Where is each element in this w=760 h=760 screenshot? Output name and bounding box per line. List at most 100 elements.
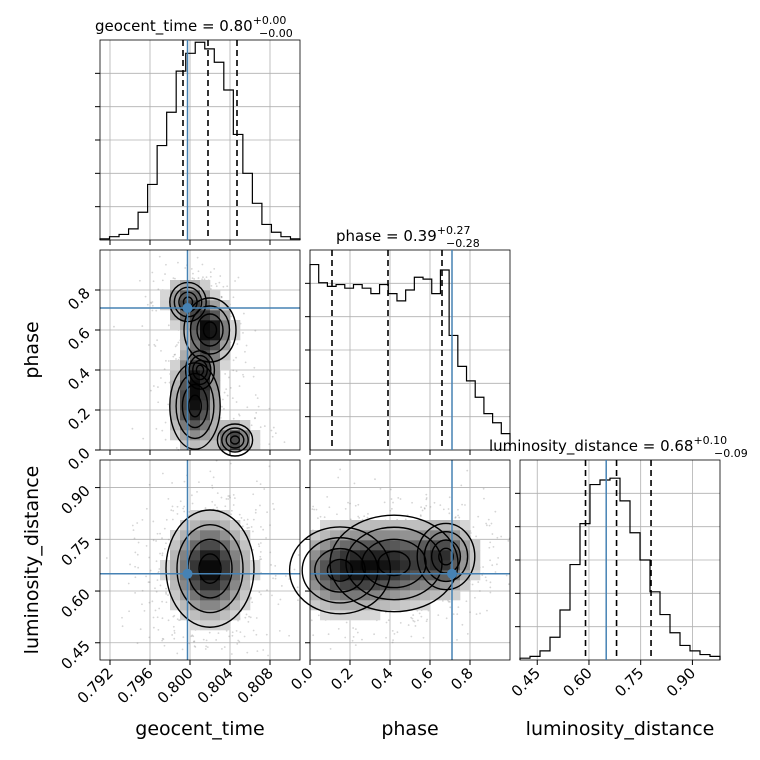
sample-point xyxy=(181,648,184,651)
sample-point xyxy=(155,590,158,593)
density-cell xyxy=(310,530,321,541)
sample-point xyxy=(121,625,124,628)
sample-point xyxy=(354,644,357,647)
sample-point xyxy=(220,295,223,298)
sample-point xyxy=(489,541,492,544)
sample-point xyxy=(397,496,400,499)
density-cell xyxy=(390,520,401,531)
sample-point xyxy=(433,501,436,504)
sample-point xyxy=(201,278,204,281)
sample-point xyxy=(221,405,223,408)
density-cell xyxy=(190,430,201,441)
sample-point xyxy=(491,564,494,567)
sample-point xyxy=(488,546,491,549)
density-cell xyxy=(400,580,411,591)
sample-point xyxy=(164,421,167,424)
sample-point xyxy=(489,586,492,589)
density-cell xyxy=(350,560,361,571)
density-cell xyxy=(200,380,211,391)
sample-point xyxy=(429,506,432,508)
density-cell xyxy=(170,570,181,581)
sample-point xyxy=(172,625,175,628)
sample-point xyxy=(496,536,499,539)
sample-point xyxy=(165,518,168,521)
sample-point xyxy=(148,636,151,639)
sample-point xyxy=(439,504,442,507)
sample-point xyxy=(441,599,444,602)
contour xyxy=(187,394,202,418)
sample-point xyxy=(337,476,340,479)
sample-point xyxy=(182,507,185,510)
sample-point xyxy=(454,516,457,519)
sample-point xyxy=(183,510,186,513)
density-cell xyxy=(200,560,211,571)
density-cell xyxy=(190,600,201,611)
sample-point xyxy=(494,510,497,513)
density-cell xyxy=(170,380,181,391)
contour xyxy=(377,550,411,577)
sample-point xyxy=(223,391,226,394)
contour xyxy=(192,359,208,381)
sample-point xyxy=(242,375,245,378)
y-tick-label: 0.0 xyxy=(64,444,94,474)
sample-point xyxy=(156,579,159,582)
sample-point xyxy=(231,634,234,637)
density-cell xyxy=(190,420,201,431)
density-cell xyxy=(200,610,211,621)
sample-point xyxy=(205,645,208,648)
sample-point xyxy=(237,276,240,279)
sample-point xyxy=(151,304,154,307)
sample-point xyxy=(385,621,388,624)
sample-point xyxy=(259,551,262,553)
sample-point xyxy=(284,575,287,577)
density-cell xyxy=(250,560,261,571)
density-cell xyxy=(390,580,401,591)
sample-point xyxy=(223,407,225,410)
sample-point xyxy=(274,574,277,577)
sample-point xyxy=(174,345,177,348)
density-cell xyxy=(180,400,191,411)
sample-point xyxy=(210,284,213,287)
sample-point xyxy=(475,535,478,538)
density-cell xyxy=(470,540,481,551)
sample-point xyxy=(358,516,361,519)
sample-point xyxy=(136,642,139,645)
sample-point xyxy=(225,629,228,632)
sample-point xyxy=(151,301,154,303)
contour xyxy=(176,523,244,614)
density-cell xyxy=(210,540,221,551)
density-cell xyxy=(210,400,221,411)
sample-point xyxy=(235,630,238,632)
sample-point xyxy=(138,279,141,282)
density-cell xyxy=(320,530,331,541)
sample-point xyxy=(423,507,426,510)
sample-point xyxy=(228,495,231,497)
sample-point xyxy=(157,628,160,631)
sample-point xyxy=(496,563,498,566)
sample-point xyxy=(157,386,159,388)
sample-point xyxy=(236,343,239,345)
density-cell xyxy=(180,330,191,341)
density-cell xyxy=(180,540,191,551)
sample-point xyxy=(247,620,250,623)
truth-marker xyxy=(447,568,457,579)
sample-point xyxy=(160,377,162,379)
density-cell xyxy=(160,300,171,311)
sample-point xyxy=(188,642,191,645)
density-cell xyxy=(420,580,431,591)
sample-point xyxy=(211,500,214,503)
sample-point xyxy=(173,353,176,356)
density-cell xyxy=(390,600,401,611)
sample-point xyxy=(224,505,227,508)
contour xyxy=(301,537,379,604)
density-cell xyxy=(450,580,461,591)
sample-point xyxy=(259,504,261,507)
density-cell xyxy=(210,390,221,401)
sample-point xyxy=(148,556,151,559)
sample-point xyxy=(196,490,198,493)
density-cell xyxy=(460,560,471,571)
y-tick-label: 0.75 xyxy=(57,533,93,569)
title-phase: phase = 0.39+0.27 xyxy=(336,224,471,245)
sample-point xyxy=(464,504,466,506)
contour xyxy=(229,435,241,445)
